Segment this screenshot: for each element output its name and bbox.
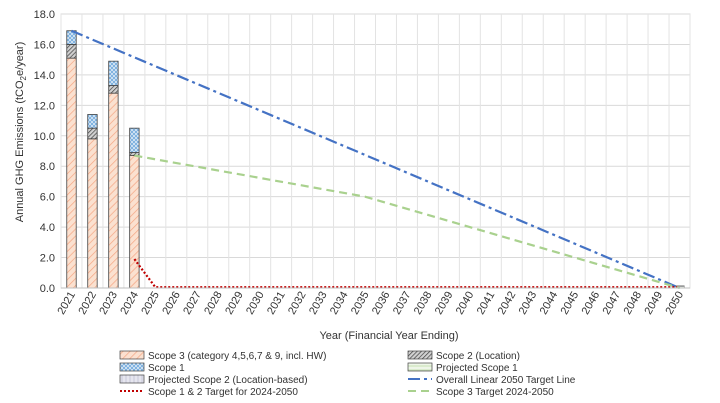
y-tick-label: 2.0 bbox=[40, 253, 55, 265]
x-tick-label: 2028 bbox=[202, 290, 225, 317]
y-tick-label: 12.0 bbox=[34, 100, 55, 112]
legend-label-scope1: Scope 1 bbox=[148, 363, 185, 374]
y-axis-title-suffix: e/year) bbox=[14, 42, 26, 76]
bar-scope2 bbox=[108, 85, 119, 94]
x-tick-label: 2031 bbox=[265, 290, 288, 317]
bar-scope3 bbox=[66, 57, 77, 289]
x-tick-label: 2030 bbox=[244, 290, 267, 317]
legend-label-overall: Overall Linear 2050 Target Line bbox=[436, 375, 576, 386]
x-tick-label: 2044 bbox=[538, 290, 561, 317]
y-axis-title-sub: 2 bbox=[19, 75, 28, 80]
y-tick-label: 6.0 bbox=[40, 192, 55, 204]
bar-scope3 bbox=[108, 92, 119, 289]
x-tick-label: 2036 bbox=[370, 290, 393, 317]
legend-swatch-proj1 bbox=[407, 362, 433, 372]
bar-scope1 bbox=[129, 127, 140, 153]
legend-label-s12: Scope 1 & 2 Target for 2024-2050 bbox=[148, 387, 298, 398]
legend-label-scope3: Scope 3 (category 4,5,6,7 & 9, incl. HW) bbox=[148, 351, 326, 362]
y-tick-label: 4.0 bbox=[40, 222, 55, 234]
y-axis-title: Annual GHG Emissions (tCO2e/year) bbox=[14, 42, 28, 223]
x-tick-label: 2029 bbox=[223, 290, 246, 317]
x-tick-label: 2049 bbox=[643, 290, 666, 317]
bar-scope1 bbox=[108, 60, 119, 86]
y-tick-label: 0.0 bbox=[40, 283, 55, 295]
legend-label-proj1: Projected Scope 1 bbox=[436, 363, 518, 374]
x-tick-label: 2032 bbox=[286, 290, 309, 317]
target-lines bbox=[71, 29, 680, 290]
legend-label-scope2: Scope 2 (Location) bbox=[436, 351, 520, 362]
x-tick-label: 2047 bbox=[601, 290, 624, 317]
x-tick-label: 2034 bbox=[328, 290, 351, 317]
x-tick-label: 2041 bbox=[475, 289, 498, 316]
x-tick-label: 2043 bbox=[517, 290, 540, 317]
x-tick-label: 2048 bbox=[622, 290, 645, 317]
y-tick-label: 10.0 bbox=[34, 131, 55, 143]
x-tick-label: 2033 bbox=[307, 290, 330, 317]
legend-label-s3: Scope 3 Target 2024-2050 bbox=[436, 387, 554, 398]
legend-swatch-scope2 bbox=[407, 350, 433, 360]
legend-swatch-scope1 bbox=[119, 362, 145, 372]
y-tick-label: 16.0 bbox=[34, 39, 55, 51]
x-axis-title: Year (Financial Year Ending) bbox=[319, 330, 458, 342]
x-tick-label: 2046 bbox=[580, 290, 603, 317]
x-tick-label: 2038 bbox=[412, 290, 435, 317]
bar-scope3 bbox=[129, 155, 140, 289]
x-tick-label: 2039 bbox=[433, 290, 456, 317]
x-tick-label: 2025 bbox=[139, 290, 162, 317]
line-s3 bbox=[134, 154, 680, 290]
bar-scope2 bbox=[87, 127, 98, 140]
x-tick-label: 2037 bbox=[391, 290, 414, 317]
legend: Scope 3 (category 4,5,6,7 & 9, incl. HW)… bbox=[119, 350, 576, 398]
x-tick-label: 2023 bbox=[97, 290, 120, 317]
x-tick-label: 2027 bbox=[181, 290, 204, 317]
legend-swatch-scope3 bbox=[119, 350, 145, 360]
gridlines bbox=[60, 13, 691, 289]
bars bbox=[66, 30, 685, 289]
x-tick-label: 2045 bbox=[559, 290, 582, 317]
x-tick-label: 2050 bbox=[663, 290, 686, 317]
x-tick-label: 2042 bbox=[496, 290, 519, 317]
line-overall bbox=[71, 29, 680, 290]
x-tick-label: 2021 bbox=[55, 290, 78, 317]
legend-label-proj2: Projected Scope 2 (Location-based) bbox=[148, 375, 308, 386]
x-tick-label: 2026 bbox=[160, 290, 183, 317]
legend-swatch-proj2 bbox=[119, 374, 145, 384]
y-tick-label: 18.0 bbox=[34, 9, 55, 21]
bar-proj2 bbox=[674, 285, 685, 287]
x-tick-label: 2022 bbox=[76, 290, 99, 317]
x-tick-label: 2040 bbox=[454, 290, 477, 317]
line-s12 bbox=[133, 258, 680, 289]
x-tick-label: 2035 bbox=[349, 290, 372, 317]
y-tick-label: 14.0 bbox=[34, 70, 55, 82]
bar-scope1 bbox=[87, 114, 98, 129]
y-axis-title-prefix: Annual GHG Emissions (tCO bbox=[14, 80, 26, 222]
y-tick-label: 8.0 bbox=[40, 161, 55, 173]
bar-scope3 bbox=[87, 138, 98, 289]
x-tick-label: 2024 bbox=[118, 290, 141, 317]
bar-scope2 bbox=[66, 44, 77, 59]
